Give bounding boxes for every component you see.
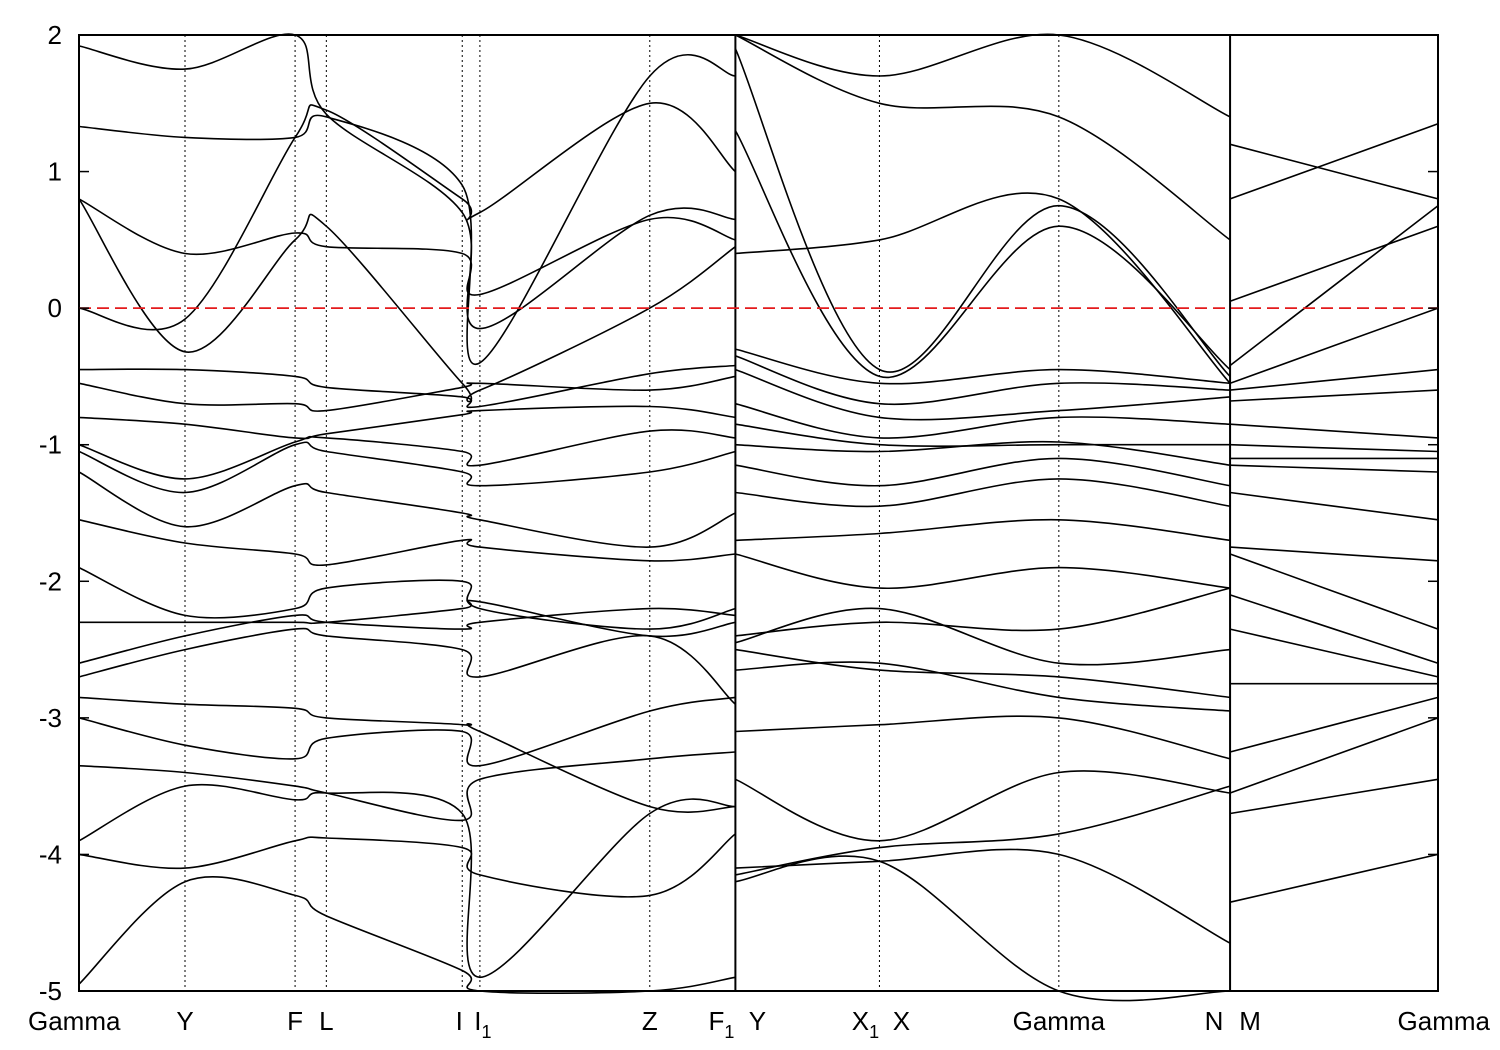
y-tick-label: 0	[48, 293, 62, 323]
band-line	[78, 405, 736, 440]
x-tick-label: I	[456, 1006, 463, 1036]
band-line	[735, 440, 1231, 466]
band-line	[1229, 696, 1439, 753]
x-tick-label: M	[1239, 1006, 1261, 1036]
y-tick-label: 2	[48, 20, 62, 50]
band-line	[1229, 553, 1439, 630]
band-line	[735, 855, 1231, 1002]
y-tick-label: -5	[39, 976, 62, 1006]
band-line	[1230, 464, 1439, 473]
band-line	[734, 130, 1231, 379]
x-tick-label: I1	[474, 1006, 491, 1042]
band-line	[1229, 717, 1439, 794]
x-tick-label: N	[1205, 1006, 1224, 1036]
x-tick-label: Gamma	[28, 1006, 121, 1036]
x-tick-label: Z	[642, 1006, 658, 1036]
band-line	[1230, 546, 1439, 562]
band-line	[1230, 389, 1439, 402]
x-axis-labels: Gamma Y F L I I1 Z F1 Y X1 X Gamma N M Gamma	[28, 1006, 1491, 1042]
band-line	[79, 599, 736, 638]
band-line	[78, 375, 736, 412]
band-line	[1230, 368, 1439, 391]
x-tick-label: L	[319, 1006, 333, 1036]
x-tick-label: Y	[749, 1006, 766, 1036]
band-line	[78, 783, 736, 979]
band-line	[735, 192, 1231, 384]
band-line	[1229, 853, 1439, 903]
band-line	[78, 566, 736, 630]
band-line	[735, 348, 1231, 385]
band-line	[78, 53, 736, 366]
x-tick-label: Gamma	[1013, 1006, 1106, 1036]
path-breaks	[734, 35, 1232, 991]
y-tick-label: -1	[39, 430, 62, 460]
band-line	[735, 355, 1231, 406]
band-line	[1229, 123, 1439, 200]
band-line	[735, 785, 1231, 876]
band-line	[78, 429, 736, 480]
band-line	[735, 848, 1231, 944]
band-line	[78, 441, 736, 494]
band-line	[1229, 225, 1439, 303]
bands	[78, 33, 1439, 1002]
band-line	[78, 471, 736, 548]
band-line	[78, 696, 736, 767]
high-symmetry-lines	[184, 35, 1060, 991]
y-tick-label: -4	[39, 839, 62, 869]
band-line	[735, 402, 1231, 439]
band-line	[78, 876, 736, 994]
band-line	[1229, 307, 1439, 385]
band-line	[735, 715, 1231, 760]
band-line	[78, 833, 736, 898]
x-tick-subscript: 1	[482, 1022, 492, 1042]
y-tick-label: -3	[39, 703, 62, 733]
band-line	[1229, 628, 1439, 678]
band-line	[78, 627, 736, 705]
band-line	[735, 553, 1231, 590]
x-tick-label: X1	[852, 1006, 879, 1042]
band-line	[78, 751, 736, 822]
band-line	[735, 34, 1231, 241]
band-line	[78, 696, 736, 813]
band-line	[734, 48, 1231, 377]
band-line	[735, 607, 1231, 666]
band-line	[735, 661, 1231, 712]
y-tick-label: -2	[39, 566, 62, 596]
x-tick-label: Gamma	[1398, 1006, 1491, 1036]
x-tick-label: F1	[708, 1006, 734, 1042]
band-line	[1229, 143, 1439, 200]
band-line	[1229, 778, 1439, 815]
band-line	[1230, 423, 1439, 439]
x-tick-label: Y	[176, 1006, 193, 1036]
band-line	[78, 198, 736, 403]
band-line	[735, 478, 1231, 508]
band-line	[735, 33, 1231, 118]
x-tick-subscript: 1	[869, 1022, 879, 1042]
band-line	[78, 33, 736, 330]
band-line	[1229, 205, 1439, 367]
band-line	[78, 519, 736, 567]
band-line	[78, 102, 736, 331]
y-axis-ticks: 2 1 0 -1 -2 -3 -4 -5	[39, 20, 1438, 1006]
band-line	[78, 198, 736, 296]
y-tick-label: 1	[48, 157, 62, 187]
band-line	[735, 648, 1231, 699]
band-line	[735, 770, 1231, 842]
band-line	[1229, 594, 1439, 664]
x-tick-label: F	[287, 1006, 303, 1036]
x-tick-subscript: 1	[724, 1022, 734, 1042]
band-line	[78, 607, 736, 664]
band-line	[1230, 443, 1439, 453]
band-line	[78, 364, 736, 409]
band-line	[735, 457, 1231, 487]
x-tick-label: X	[893, 1006, 910, 1036]
band-line	[1229, 491, 1439, 521]
plot-frame	[78, 34, 1439, 992]
band-line	[735, 518, 1231, 542]
band-line	[735, 587, 1231, 637]
band-line	[735, 368, 1231, 421]
